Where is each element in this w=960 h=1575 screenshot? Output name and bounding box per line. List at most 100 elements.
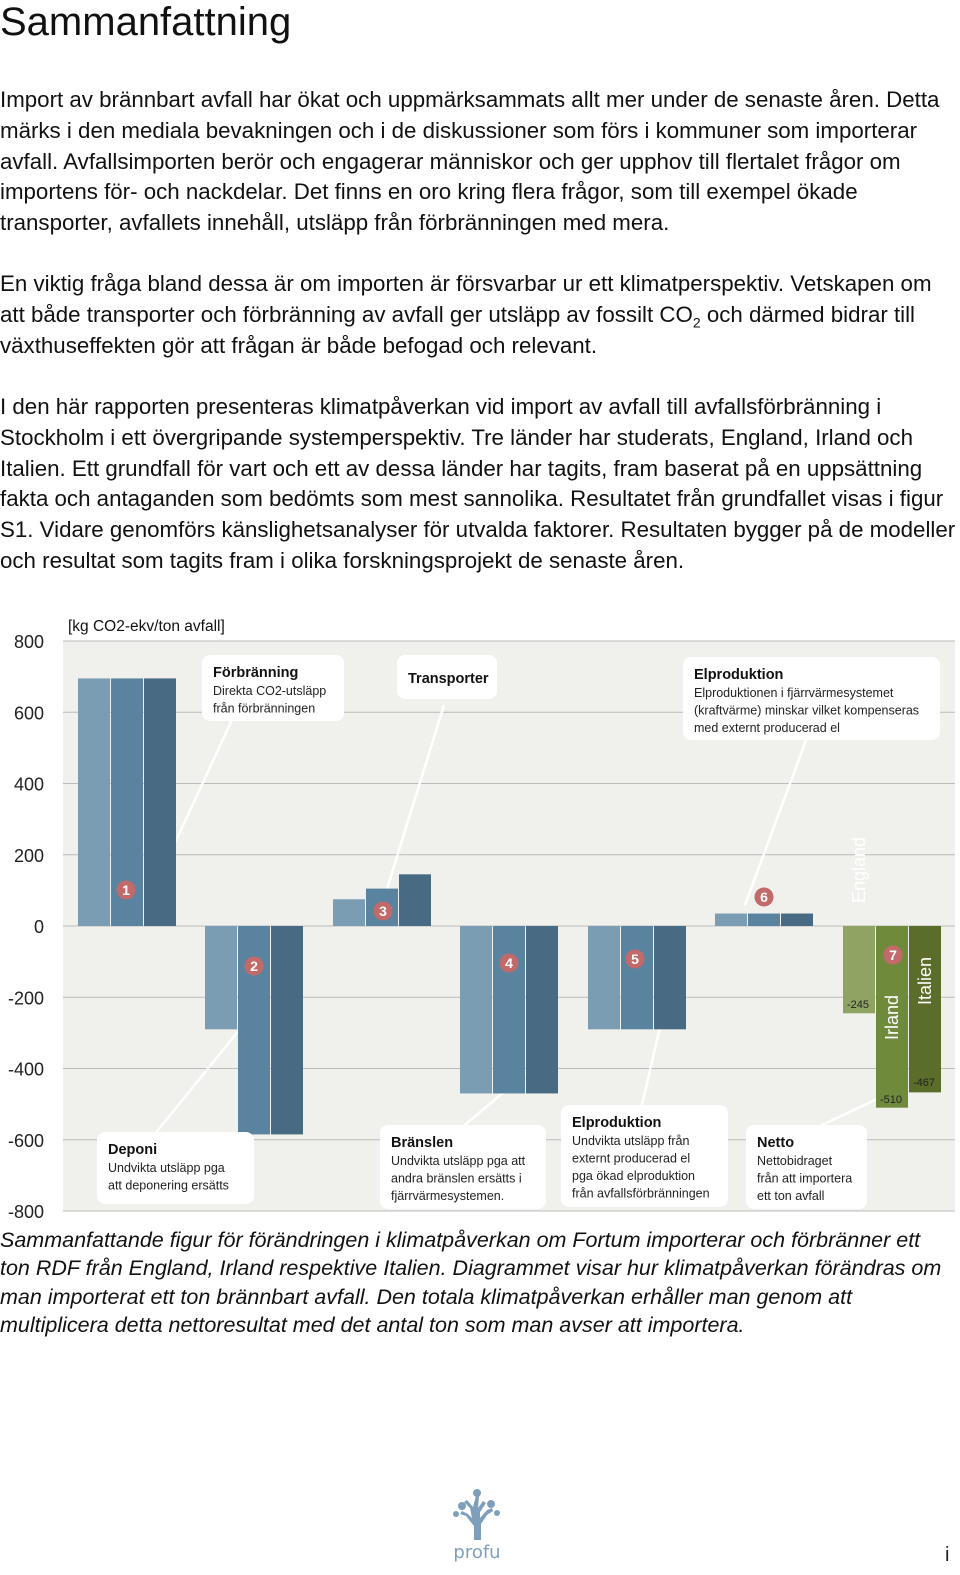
step-marker-label-6: 6 xyxy=(760,889,768,905)
figure-caption: Sammanfattande figur för förändringen i … xyxy=(0,1228,942,1337)
net-value-italien: -467 xyxy=(913,1077,935,1089)
co2-subscript: 2 xyxy=(692,314,701,331)
y-tick-label: -800 xyxy=(8,1202,44,1222)
profu-logo: profu xyxy=(453,1489,501,1563)
leader-line xyxy=(743,734,810,906)
leader-line xyxy=(149,1028,241,1141)
step-marker-1 xyxy=(116,880,136,900)
callout-elproduktion_top-box xyxy=(683,657,940,740)
logo-text: profu xyxy=(453,1542,500,1563)
y-tick-label: 800 xyxy=(14,632,44,652)
callout-deponi-box xyxy=(97,1132,254,1204)
callout-boxes: Förbränning Direkta CO2-utsläpp från förbr… xyxy=(97,655,940,1209)
callout-netto-line: ett ton avfall xyxy=(757,1189,824,1203)
callout-branslen-line: Undvikta utsläpp pga att xyxy=(391,1154,526,1168)
callout-branslen-line: fjärrvärmesystemen. xyxy=(391,1189,504,1203)
paragraph-climate: En viktig fråga bland dessa är om import… xyxy=(0,269,958,361)
bar-group7-italien xyxy=(909,926,941,1093)
step-marker-label-5: 5 xyxy=(631,951,639,967)
callout-elproduktion_bottom-line: från avfallsförbränningen xyxy=(572,1187,710,1201)
y-tick-label: -400 xyxy=(8,1060,44,1080)
page-title: Sammanfattning xyxy=(0,0,292,44)
callout-netto-line: från att importera xyxy=(757,1172,852,1186)
step-marker-2 xyxy=(244,956,264,976)
climate-impact-chart: 800 600 400 200 0 -200 -400 -600 -800 [kg CO2-ek… xyxy=(8,618,955,1222)
bar-group3-italien xyxy=(399,874,431,926)
callout-elproduktion_top-line: med externt producerad el xyxy=(694,721,840,735)
callout-branslen-box xyxy=(380,1125,546,1209)
unit-label: [kg CO2-ekv/ton avfall] xyxy=(68,618,225,635)
paragraph-climate-part2: och därmed bidrar till växthuseffekten g… xyxy=(0,301,916,358)
step-markers: 1 2 3 4 5 6 7 xyxy=(116,880,903,976)
callout-elproduktion_top-line: Elproduktionen i fjärrvärmesystemet xyxy=(694,686,894,700)
bar-group6-irland xyxy=(748,913,780,926)
callout-deponi-line: att deponering ersätts xyxy=(108,1179,229,1193)
bar-group5-england xyxy=(588,926,620,1030)
net-labels: England -245 Irland -510 Italien -467 xyxy=(847,837,935,1106)
step-marker-label-7: 7 xyxy=(889,947,897,963)
bar-group7-england xyxy=(843,926,875,1014)
bar-group1-italien xyxy=(144,678,176,926)
callout-branslen-line: andra bränslen ersätts i xyxy=(391,1172,522,1186)
callout-elproduktion_top-title: Elproduktion xyxy=(694,667,783,683)
step-marker-6 xyxy=(754,887,774,907)
callout-elproduktion_bottom-title: Elproduktion xyxy=(572,1115,661,1131)
bar-group2-italien xyxy=(271,926,303,1135)
callout-netto-box xyxy=(746,1125,867,1209)
callout-elproduktion_bottom-line: externt producerad el xyxy=(572,1152,690,1166)
step-marker-7 xyxy=(883,945,903,965)
callout-elproduktion_bottom-line: pga ökad elproduktion xyxy=(572,1169,695,1183)
step-marker-label-1: 1 xyxy=(122,882,130,898)
net-value-irland: -510 xyxy=(880,1094,902,1106)
bar-group4-italien xyxy=(526,926,558,1094)
step-marker-3 xyxy=(373,901,393,921)
net-series-name-england: England xyxy=(849,837,869,903)
bar-group1-england xyxy=(78,678,110,926)
y-tick-labels: 800 600 400 200 0 -200 -400 -600 -800 xyxy=(8,632,44,1222)
bar-group6-italien xyxy=(781,913,813,926)
leader-line xyxy=(640,1026,662,1106)
bar-group5-irland xyxy=(621,926,653,1030)
y-tick-label: -600 xyxy=(8,1131,44,1151)
y-tick-label: 600 xyxy=(14,703,44,723)
callout-branslen-title: Bränslen xyxy=(391,1135,453,1151)
callout-forbranning-title: Förbränning xyxy=(213,665,298,681)
callout-transporter-title: Transporter xyxy=(408,671,489,687)
callout-elproduktion_top-line: (kraftvärme) minskar vilket kompenseras xyxy=(694,704,919,718)
y-tick-label: -200 xyxy=(8,988,44,1008)
callout-netto-title: Netto xyxy=(757,1135,794,1151)
step-marker-label-3: 3 xyxy=(379,903,387,919)
callout-forbranning-box xyxy=(202,655,344,721)
step-marker-label-2: 2 xyxy=(250,958,258,974)
bar-group2-england xyxy=(205,926,237,1030)
callout-deponi-title: Deponi xyxy=(108,1142,157,1158)
page-number: i xyxy=(945,1544,950,1566)
bar-group6-england xyxy=(715,913,747,926)
callout-transporter-box xyxy=(397,655,497,699)
y-tick-label: 400 xyxy=(14,775,44,795)
bar-group4-irland xyxy=(493,926,525,1094)
bar-marks xyxy=(78,678,941,1135)
y-tick-label: 0 xyxy=(34,917,44,937)
bar-group5-italien xyxy=(654,926,686,1030)
net-value-england: -245 xyxy=(847,999,869,1011)
callout-elproduktion_bottom-line: Undvikta utsläpp från xyxy=(572,1134,689,1148)
paragraph-climate-part1: En viktig fråga bland dessa är om import… xyxy=(0,271,932,327)
step-marker-4 xyxy=(499,953,519,973)
callout-forbranning-line: Direkta CO2-utsläpp xyxy=(213,684,326,698)
y-tick-label: 200 xyxy=(14,846,44,866)
callout-forbranning-line: från förbränningen xyxy=(213,702,315,716)
net-series-name-italien: Italien xyxy=(915,957,935,1005)
tree-icon xyxy=(453,1489,500,1540)
paragraph-intro: Import av brännbart avfall har ökat och … xyxy=(0,87,940,236)
callout-netto-line: Nettobidraget xyxy=(757,1154,833,1168)
bar-group3-england xyxy=(333,899,365,926)
callout-deponi-line: Undvikta utsläpp pga xyxy=(108,1161,225,1175)
net-series-name-irland: Irland xyxy=(882,995,902,1040)
bar-group4-england xyxy=(460,926,492,1094)
callout-elproduktion_bottom-box xyxy=(561,1105,728,1207)
step-marker-label-4: 4 xyxy=(505,955,513,971)
step-marker-5 xyxy=(625,949,645,969)
paragraph-report: I den här rapporten presenteras klimatpå… xyxy=(0,394,956,573)
leader-line xyxy=(380,704,446,906)
